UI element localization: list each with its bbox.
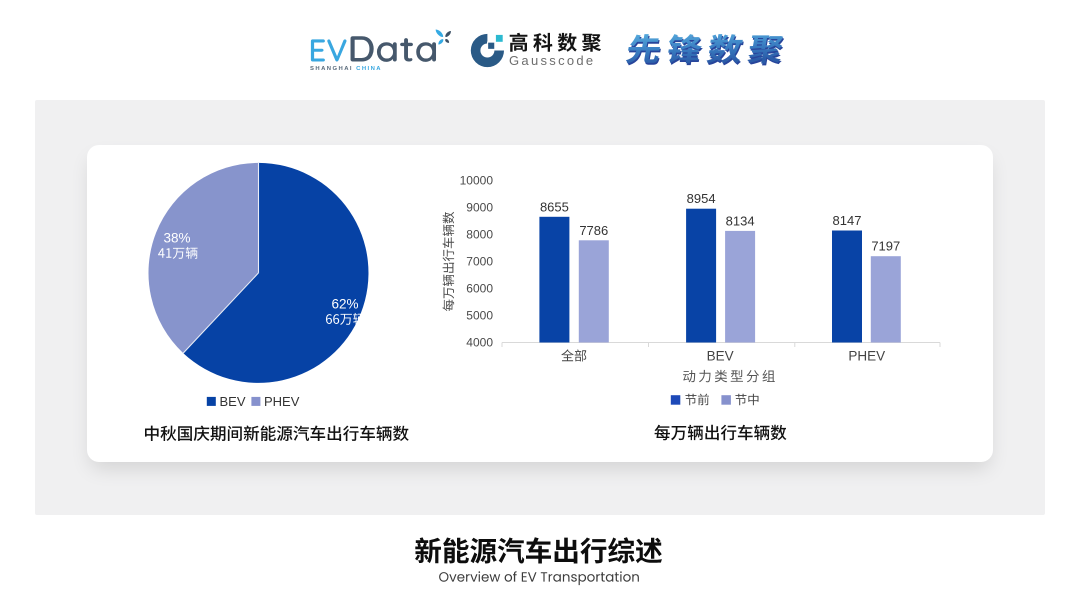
svg-text:8147: 8147 bbox=[833, 213, 862, 228]
svg-text:BEV: BEV bbox=[220, 394, 246, 409]
svg-text:6000: 6000 bbox=[466, 282, 493, 296]
svg-text:7197: 7197 bbox=[871, 239, 900, 254]
svg-text:10000: 10000 bbox=[460, 174, 494, 188]
svg-text:8954: 8954 bbox=[687, 191, 716, 206]
svg-text:38%: 38% bbox=[163, 231, 190, 246]
svg-text:7000: 7000 bbox=[466, 255, 493, 269]
svg-text:8000: 8000 bbox=[466, 228, 493, 242]
svg-text:8655: 8655 bbox=[540, 199, 569, 214]
svg-text:8134: 8134 bbox=[726, 213, 755, 228]
svg-text:4000: 4000 bbox=[466, 336, 493, 350]
svg-text:62%: 62% bbox=[331, 297, 358, 312]
svg-text:BEV: BEV bbox=[707, 349, 734, 364]
svg-text:5000: 5000 bbox=[466, 309, 493, 323]
svg-text:Gausscode: Gausscode bbox=[509, 53, 595, 68]
svg-text:9000: 9000 bbox=[466, 201, 493, 215]
svg-text:7786: 7786 bbox=[579, 223, 608, 238]
svg-text:PHEV: PHEV bbox=[264, 394, 300, 409]
svg-text:PHEV: PHEV bbox=[848, 349, 885, 364]
